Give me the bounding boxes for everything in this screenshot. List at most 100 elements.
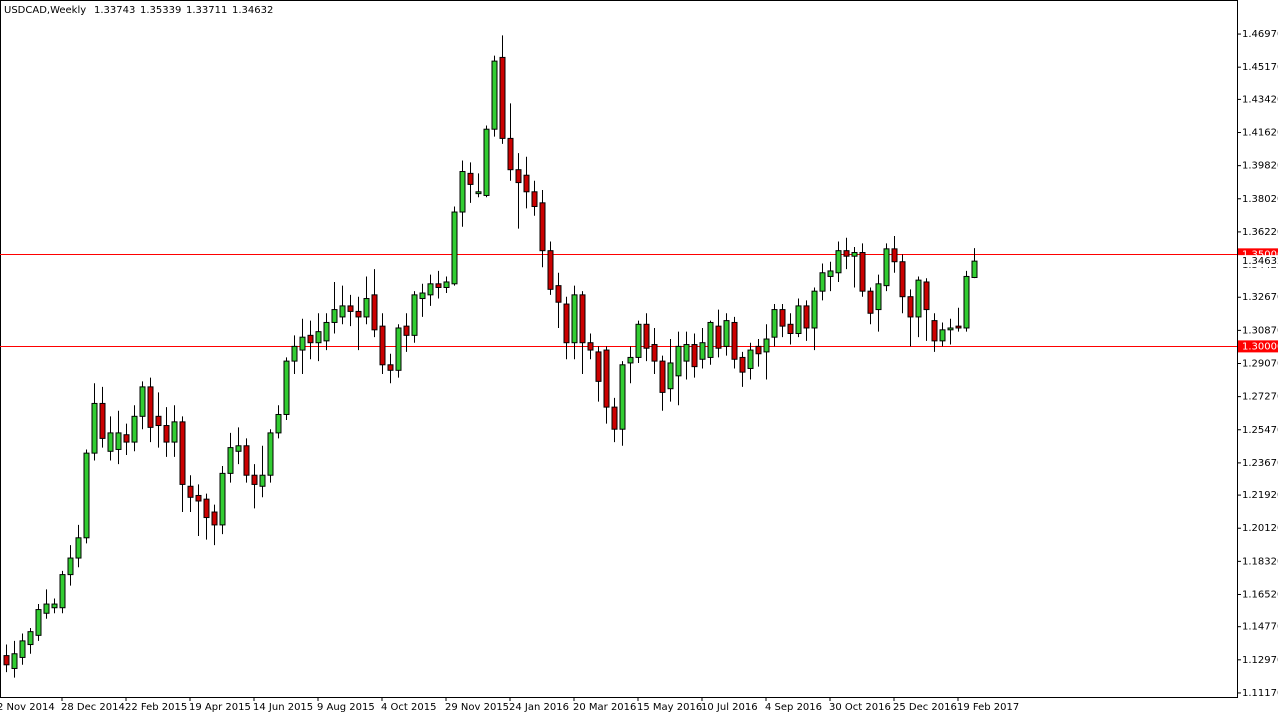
candle-body — [691, 344, 698, 368]
candle-body — [491, 60, 498, 130]
candle-body — [795, 305, 802, 334]
candle-body — [739, 356, 746, 373]
candle-body — [659, 360, 666, 393]
candle-body — [763, 338, 770, 353]
candle-body — [939, 329, 946, 342]
candle-body — [619, 364, 626, 430]
candle-body — [819, 272, 826, 292]
candle-body — [411, 294, 418, 336]
y-tick-label: 1.39820 — [1242, 161, 1278, 172]
candle-body — [99, 402, 106, 439]
candle-body — [27, 631, 34, 646]
candle-body — [395, 327, 402, 371]
candle-body — [707, 321, 714, 358]
symbol-label: USDCAD,Weekly — [4, 5, 86, 16]
candle-body — [835, 250, 842, 274]
y-tick-label: 1.23670 — [1242, 458, 1278, 469]
candle-body — [123, 434, 130, 443]
candle-body — [11, 653, 18, 669]
candle-body — [235, 445, 242, 452]
level-label-box — [1238, 340, 1278, 353]
candle-body — [107, 432, 114, 452]
candle-body — [3, 655, 10, 666]
candle-body — [771, 309, 778, 338]
candle-body — [459, 171, 466, 213]
candle-body — [275, 413, 282, 434]
candle-body — [307, 334, 314, 344]
x-tick-label: 29 Nov 2015 — [445, 702, 509, 713]
candle-body — [683, 344, 690, 362]
candle-body — [243, 445, 250, 476]
candle-body — [403, 325, 410, 336]
candle-body — [59, 574, 66, 609]
candle-body — [35, 609, 42, 636]
candle-body — [115, 432, 122, 450]
candle-body — [91, 402, 98, 454]
candle-body — [283, 360, 290, 415]
candle-body — [147, 386, 154, 428]
candle-body — [387, 364, 394, 371]
candle-body — [299, 336, 306, 351]
candle-body — [51, 603, 58, 609]
candle-body — [323, 321, 330, 342]
y-tick-label: 1.20120 — [1242, 523, 1278, 534]
candle-body — [443, 281, 450, 288]
y-tick-label: 1.38020 — [1242, 194, 1278, 205]
candle-body — [875, 283, 882, 311]
candle-body — [267, 432, 274, 476]
candle-body — [595, 351, 602, 382]
candle-body — [203, 498, 210, 519]
y-tick-label: 1.29070 — [1242, 359, 1278, 370]
candle-body — [515, 169, 522, 184]
x-tick-label: 10 Jul 2016 — [701, 702, 758, 713]
x-tick-label: 25 Dec 2016 — [893, 702, 957, 713]
candle-body — [259, 474, 266, 487]
candle-body — [507, 137, 514, 171]
level-label: 1.30000 — [1242, 341, 1278, 352]
candle-body — [563, 303, 570, 344]
candle-body — [523, 174, 530, 193]
candle-body — [427, 283, 434, 296]
candle-body — [747, 349, 754, 369]
y-tick-label: 1.43420 — [1242, 94, 1278, 105]
candle-body — [731, 321, 738, 360]
candles — [6, 35, 975, 678]
plot-frame — [0, 0, 1238, 698]
candle-body — [803, 305, 810, 329]
candle-body — [635, 323, 642, 358]
x-tick-label: 19 Apr 2015 — [189, 702, 251, 713]
x-tick-label: 4 Sep 2016 — [765, 702, 822, 713]
candle-body — [883, 248, 890, 287]
candle-body — [219, 472, 226, 526]
candle-body — [947, 327, 954, 331]
candle-body — [611, 406, 618, 430]
candle-body — [131, 415, 138, 443]
header-quote: 1.33743 — [94, 5, 135, 16]
candle-body — [859, 252, 866, 292]
y-tick-label: 1.18320 — [1242, 556, 1278, 567]
candle-body — [899, 261, 906, 298]
candle-body — [555, 285, 562, 303]
candle-body — [915, 279, 922, 318]
candle-body — [651, 344, 658, 362]
y-tick-label: 1.21920 — [1242, 490, 1278, 501]
x-tick-label: 28 Dec 2014 — [61, 702, 125, 713]
candle-body — [699, 342, 706, 360]
candle-body — [539, 202, 546, 252]
header-quote: 1.35339 — [140, 5, 181, 16]
candle-body — [787, 323, 794, 334]
candle-body — [419, 292, 426, 300]
y-tick-label: 1.45170 — [1242, 62, 1278, 73]
candle-body — [867, 290, 874, 314]
candle-body — [715, 325, 722, 349]
candle-body — [851, 252, 858, 257]
candle-body — [331, 309, 338, 323]
candle-body — [67, 557, 74, 576]
candle-body — [19, 640, 26, 658]
y-tick-label: 1.36220 — [1242, 227, 1278, 238]
candle-body — [451, 211, 458, 285]
header-quote: 1.33711 — [186, 5, 227, 16]
candle-body — [83, 452, 90, 539]
